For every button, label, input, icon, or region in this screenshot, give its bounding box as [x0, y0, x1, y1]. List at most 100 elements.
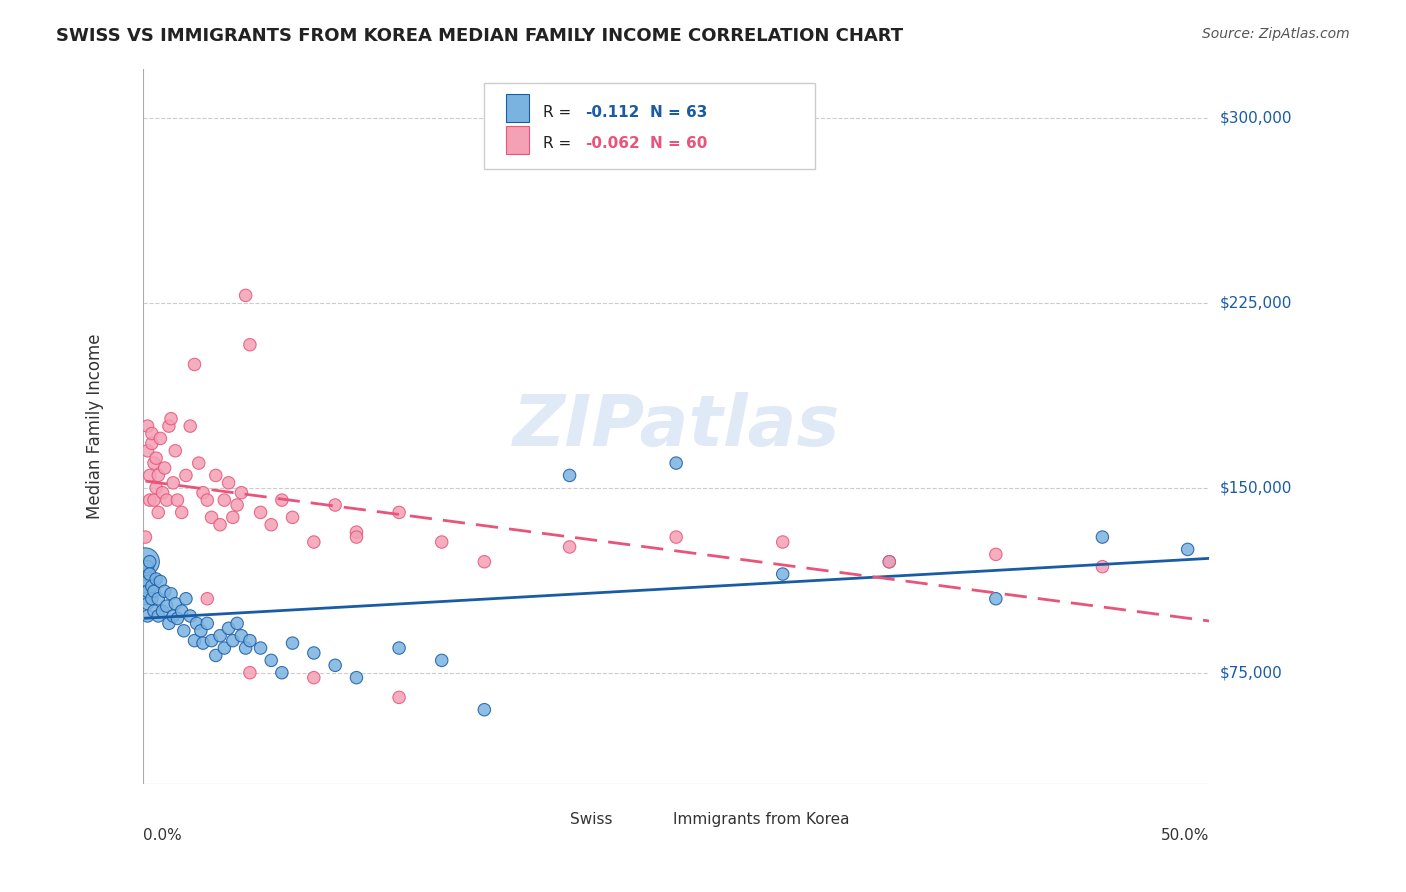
Point — [166, 611, 188, 625]
Point — [231, 485, 253, 500]
Point — [145, 481, 167, 495]
Point — [195, 616, 218, 631]
Point — [170, 505, 193, 519]
Point — [153, 584, 176, 599]
Point — [134, 567, 156, 582]
Text: Swiss: Swiss — [569, 813, 612, 827]
Point — [200, 510, 222, 524]
Text: -0.062: -0.062 — [585, 136, 640, 151]
Point — [665, 456, 688, 470]
Point — [179, 419, 201, 434]
Point — [156, 493, 179, 508]
Point — [183, 358, 205, 372]
Point — [134, 579, 156, 593]
Point — [249, 641, 271, 656]
Point — [1177, 542, 1199, 557]
Point — [281, 510, 304, 524]
Text: 0.0%: 0.0% — [143, 828, 183, 843]
Point — [152, 604, 174, 618]
Point — [209, 517, 232, 532]
Point — [249, 505, 271, 519]
Point — [141, 579, 163, 593]
Point — [179, 609, 201, 624]
Point — [984, 591, 1007, 606]
Point — [143, 493, 166, 508]
Point — [204, 648, 226, 663]
Point — [665, 530, 688, 544]
Point — [136, 609, 159, 624]
Point — [218, 621, 240, 635]
Point — [141, 426, 163, 441]
Point — [190, 624, 212, 638]
Text: Source: ZipAtlas.com: Source: ZipAtlas.com — [1202, 27, 1350, 41]
Point — [558, 468, 581, 483]
Point — [388, 690, 411, 705]
Text: R =: R = — [543, 136, 571, 151]
Point — [136, 559, 159, 574]
Point — [195, 591, 218, 606]
FancyBboxPatch shape — [506, 126, 529, 154]
Text: Immigrants from Korea: Immigrants from Korea — [673, 813, 849, 827]
Text: 50.0%: 50.0% — [1160, 828, 1209, 843]
Point — [558, 540, 581, 554]
Point — [1091, 530, 1114, 544]
Point — [165, 443, 187, 458]
Point — [388, 505, 411, 519]
Point — [226, 616, 249, 631]
Point — [239, 665, 262, 680]
Point — [166, 493, 188, 508]
Text: SWISS VS IMMIGRANTS FROM KOREA MEDIAN FAMILY INCOME CORRELATION CHART: SWISS VS IMMIGRANTS FROM KOREA MEDIAN FA… — [56, 27, 904, 45]
Point — [226, 498, 249, 512]
Text: $75,000: $75,000 — [1220, 665, 1282, 681]
Point — [302, 646, 325, 660]
Point — [235, 288, 257, 302]
Point — [157, 419, 180, 434]
Point — [174, 468, 197, 483]
Point — [160, 411, 183, 425]
Text: $150,000: $150,000 — [1220, 480, 1292, 495]
Point — [281, 636, 304, 650]
Point — [984, 547, 1007, 561]
Text: R =: R = — [543, 105, 571, 120]
Point — [136, 584, 159, 599]
Point — [145, 451, 167, 466]
Point — [149, 432, 172, 446]
Point — [141, 436, 163, 450]
Point — [472, 703, 495, 717]
Point — [346, 530, 368, 544]
Point — [346, 525, 368, 540]
Point — [209, 629, 232, 643]
Point — [162, 609, 184, 624]
Point — [270, 493, 292, 508]
Point — [430, 535, 453, 549]
Point — [270, 665, 292, 680]
Point — [877, 555, 900, 569]
Point — [187, 456, 209, 470]
Point — [260, 517, 283, 532]
Point — [143, 584, 166, 599]
Point — [772, 535, 794, 549]
Point — [214, 493, 236, 508]
Point — [170, 604, 193, 618]
Point — [134, 555, 156, 569]
Point — [136, 597, 159, 611]
Point — [148, 505, 170, 519]
Point — [302, 671, 325, 685]
Point — [138, 468, 160, 483]
Point — [173, 624, 195, 638]
Point — [136, 574, 159, 589]
Point — [136, 419, 159, 434]
Text: $300,000: $300,000 — [1220, 111, 1292, 126]
Point — [149, 574, 172, 589]
Point — [218, 475, 240, 490]
Point — [136, 443, 159, 458]
Point — [143, 456, 166, 470]
Point — [186, 616, 208, 631]
FancyBboxPatch shape — [484, 83, 814, 169]
Point — [138, 493, 160, 508]
Point — [152, 485, 174, 500]
Point — [239, 337, 262, 351]
Point — [148, 468, 170, 483]
Point — [191, 485, 214, 500]
Point — [174, 591, 197, 606]
